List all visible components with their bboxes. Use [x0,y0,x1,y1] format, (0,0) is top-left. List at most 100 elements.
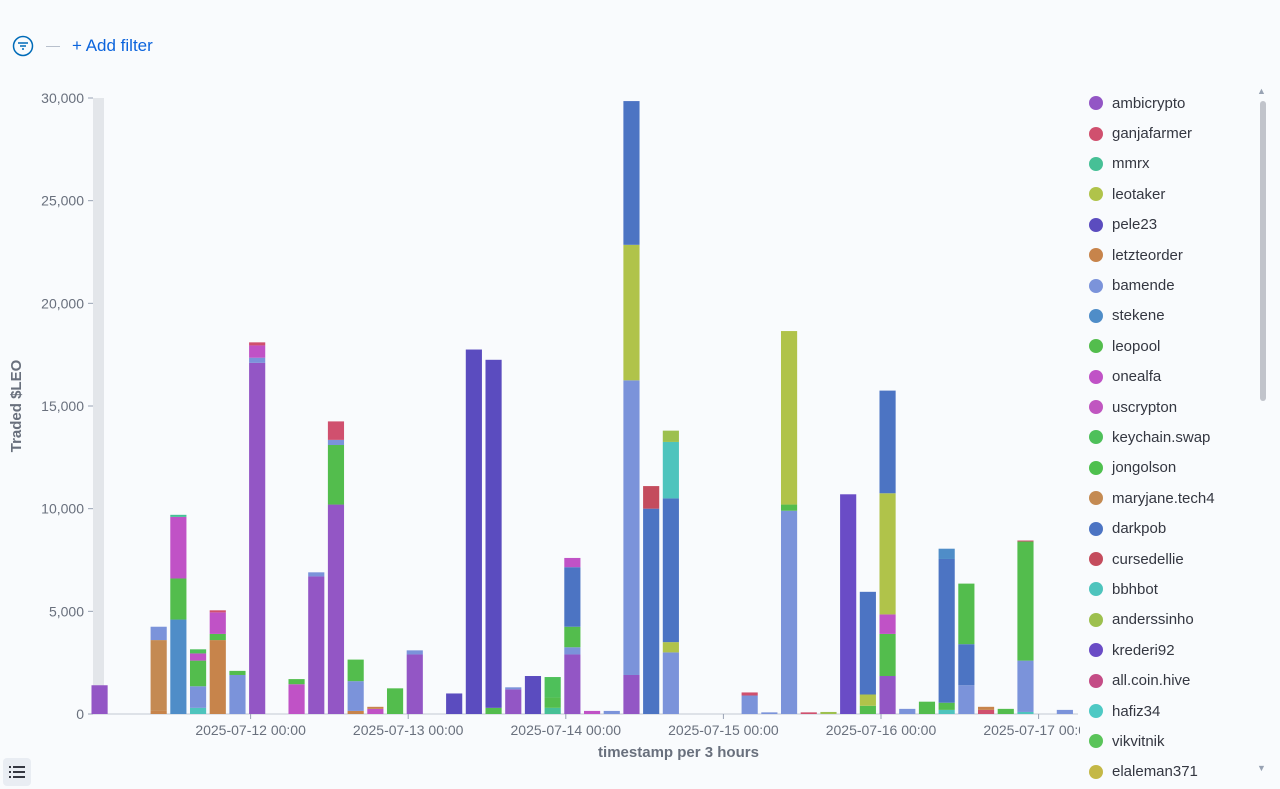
bar-segment-bamende [662,652,679,714]
legend-item-anderssinho[interactable]: anderssinho [1086,605,1256,635]
bar-segment-bamende [406,650,423,655]
bar-segment-ganjafarmer [977,709,995,714]
y-tick-label: 10,000 [41,501,84,517]
legend-color-dot [1089,552,1103,567]
bar-segment-darkpob [958,644,975,686]
legend-item-ganjafarmer[interactable]: ganjafarmer [1086,118,1256,148]
legend-color-dot [1089,704,1103,718]
legend-color-dot [1089,612,1103,627]
legend-item-letzteorder[interactable]: letzteorder [1086,240,1256,270]
legend-color-dot [1089,582,1103,597]
stacked-bar [643,486,660,714]
stacked-bar [997,708,1014,714]
legend-label: leotaker [1112,185,1166,203]
bar-segment-bamende [347,681,364,711]
legend-color-dot [1089,491,1103,506]
stacked-bar [524,676,542,714]
bar-segment-mmrx [170,514,187,517]
legend-item-stekene[interactable]: stekene [1086,301,1256,331]
legend-label: bamende [1112,277,1175,295]
bar-segment-onealfa [564,557,581,568]
legend-item-pele23[interactable]: pele23 [1086,210,1256,240]
stacked-bar [623,101,640,714]
legend-label: ambicrypto [1112,94,1186,112]
bar-segment-darkpob [938,558,955,703]
stacked-bar [386,688,404,714]
x-tick-label: 2025-07-15 00:00 [668,722,779,738]
bar-segment-ambicrypto [623,674,640,714]
bar-segment-ambicrypto [91,685,108,714]
bar-segment-leopool [958,583,975,645]
stacked-bar [209,610,226,714]
stacked-bar [505,687,522,714]
bar-segment-cursedellie [643,486,660,509]
bar-segment-bamende [327,439,345,446]
y-tick-label: 5,000 [49,603,84,619]
x-tick-label: 2025-07-16 00:00 [826,722,937,738]
bar-segment-bamende [229,674,246,714]
legend-item-ambicrypto[interactable]: ambicrypto [1086,88,1256,118]
y-tick-label: 30,000 [41,90,84,106]
bar-segment-onealfa [189,653,207,661]
legend-color-dot [1089,217,1103,232]
stacked-bar [859,591,876,714]
legend-item-leopool[interactable]: leopool [1086,331,1256,361]
stacked-bar [485,359,502,714]
legend-item-hafiz34[interactable]: hafiz34 [1086,696,1256,726]
stacked-bar [780,331,798,714]
bar-segment-onealfa [879,614,896,634]
bar-segment-darkpob [662,498,679,643]
bar-segment-leopool [997,708,1014,714]
legend-color-dot [1089,369,1103,384]
legend-label: hafiz34 [1112,702,1161,720]
bar-segment-leopool [859,705,876,714]
legend-item-darkpob[interactable]: darkpob [1086,513,1256,543]
legend-item-bbhbot[interactable]: bbhbot [1086,574,1256,604]
scroll-up-icon[interactable]: ▲ [1257,86,1266,96]
legend-color-dot [1089,96,1103,111]
bar-segment-leopool [938,702,955,710]
legend-label: stekene [1112,307,1165,325]
legend-label: darkpob [1112,520,1167,538]
add-filter-button[interactable]: + Add filter [72,36,153,55]
stacked-bar [308,572,325,714]
bar-segment-bbhbot [662,441,679,499]
legend-label: elaleman371 [1112,763,1198,781]
legend-item-all-coin-hive[interactable]: all.coin.hive [1086,665,1256,695]
y-tick-label: 25,000 [41,193,84,209]
legend-item-maryjane-tech4[interactable]: maryjane.tech4 [1086,483,1256,513]
bar-segment-maryjane-tech4 [150,640,167,711]
bar-segment-onealfa [367,708,384,714]
legend-scrollbar-thumb[interactable] [1260,101,1266,401]
bar-segment-mmrx [544,707,561,714]
legend-item-vikvitnik[interactable]: vikvitnik [1086,726,1256,756]
filter-icon[interactable] [12,35,34,57]
legend-item-leotaker[interactable]: leotaker [1086,179,1256,209]
legend-item-bamende[interactable]: bamende [1086,270,1256,300]
legend-item-jongolson[interactable]: jongolson [1086,453,1256,483]
legend-item-krederi92[interactable]: krederi92 [1086,635,1256,665]
bar-segment-bamende [505,687,522,690]
bar-segment-ambicrypto [249,362,266,714]
bar-segment-ambicrypto [879,676,896,714]
scroll-down-icon[interactable]: ▼ [1257,763,1266,773]
bar-segment-bamende [741,695,758,714]
bar-segment-darkpob [879,390,896,494]
bar-segment-bamende [308,572,325,577]
bar-segment-letzteorder [150,710,167,714]
list-view-button[interactable] [3,758,31,786]
filter-bar: + Add filter [12,34,153,58]
stacked-bar [367,706,384,714]
y-tick-label: 15,000 [41,398,84,414]
legend-item-elaleman371[interactable]: elaleman371 [1086,757,1256,783]
legend-item-keychain-swap[interactable]: keychain.swap [1086,422,1256,452]
legend-color-dot [1089,187,1103,202]
legend-item-onealfa[interactable]: onealfa [1086,362,1256,392]
bar-segment-leopool [780,504,798,511]
bar-segment-leotaker [879,493,896,615]
legend-item-cursedellie[interactable]: cursedellie [1086,544,1256,574]
legend-color-dot [1089,308,1103,323]
legend-item-uscrypton[interactable]: uscrypton [1086,392,1256,422]
legend-item-mmrx[interactable]: mmrx [1086,149,1256,179]
bar-segment-keychain-swap [544,677,561,698]
